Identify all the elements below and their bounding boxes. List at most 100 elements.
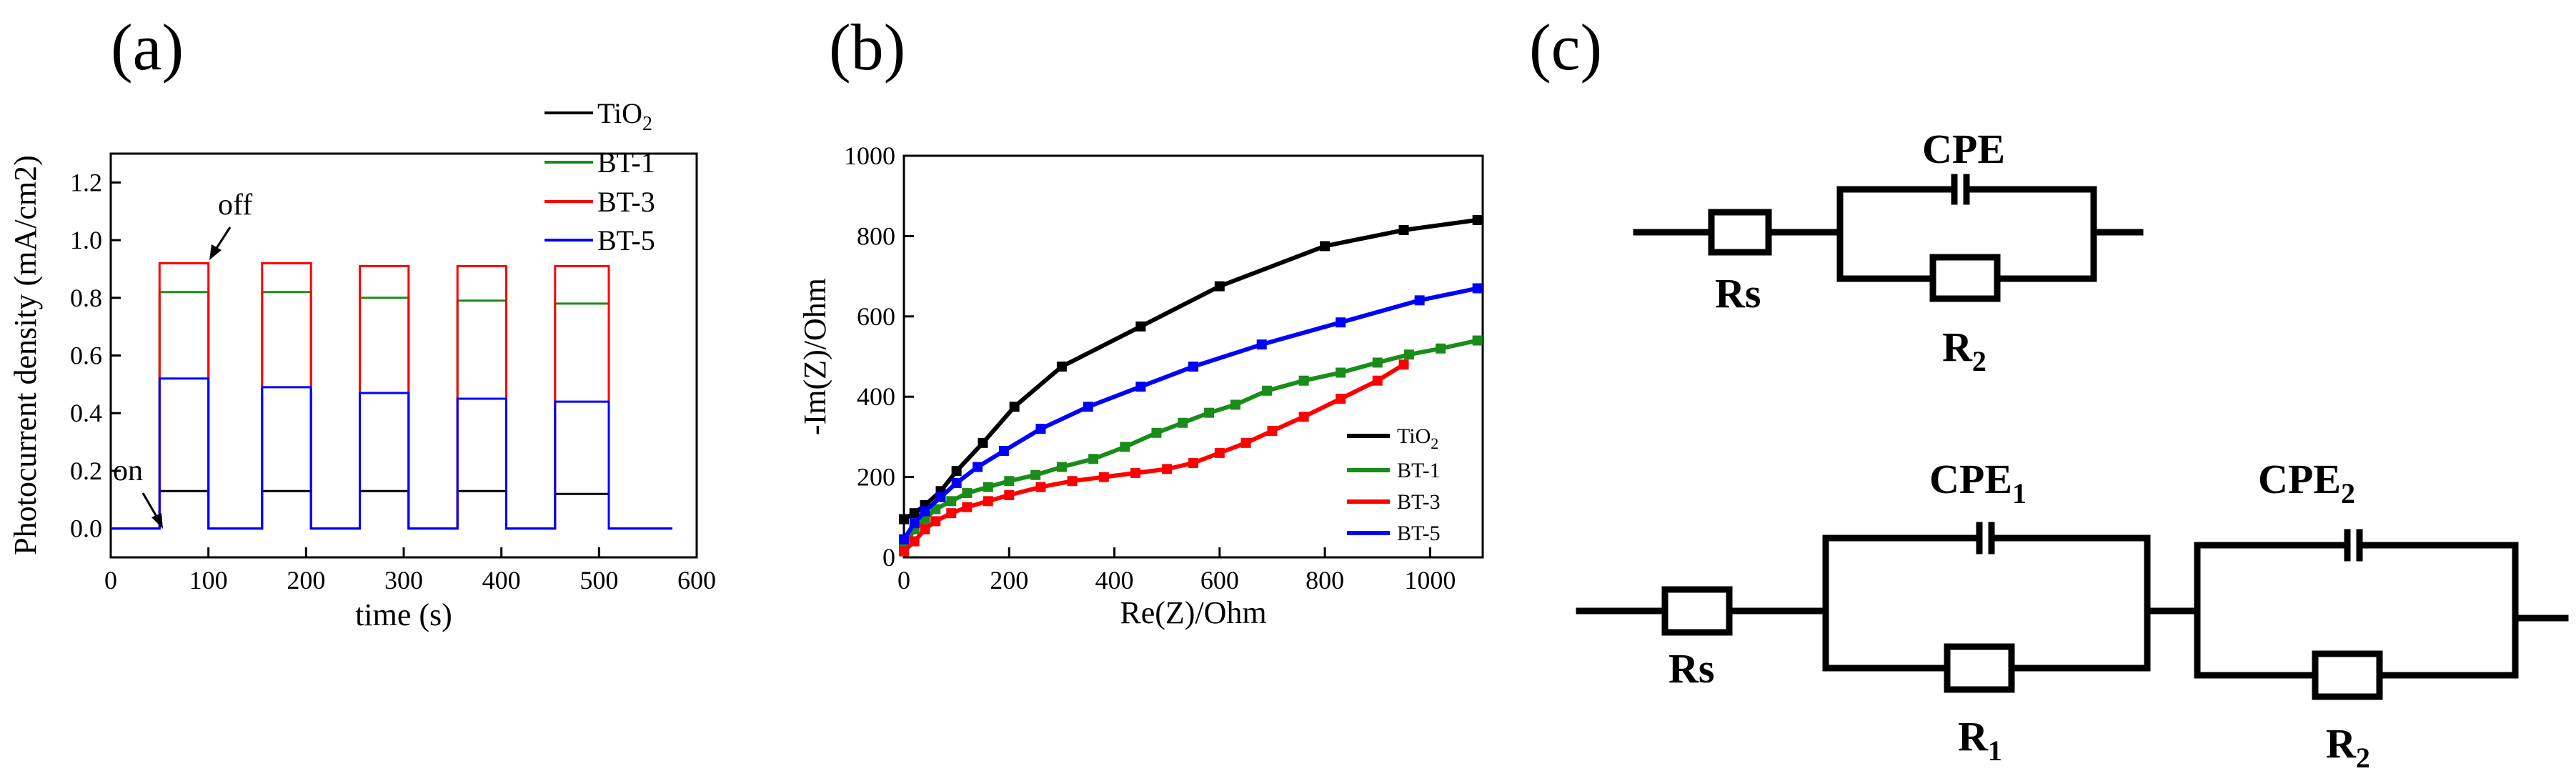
data-point-bt-3 <box>1398 359 1409 370</box>
annotation-on: on <box>113 454 143 487</box>
data-point-tio2 <box>951 466 962 477</box>
legend-label-tio2: TiO2 <box>597 97 652 135</box>
axis-ticks-a: 0 100 200 300 400 500 600 0.0 0.2 0.4 0.6 0.8 1.0 1.2 <box>70 168 716 595</box>
legend-item-bt5: BT-5 <box>544 224 655 257</box>
data-point-bt-3 <box>983 496 993 507</box>
x-tick-label-b: 0 <box>897 566 910 595</box>
annotation-off: off <box>218 189 252 222</box>
y-tick-label-a: 0.6 <box>70 342 102 370</box>
x-tick-label-b: 1000 <box>1404 566 1456 595</box>
plot-frame-b <box>902 154 1484 559</box>
y-axis-title-b: -Im(Z)/Ohm <box>797 278 832 435</box>
data-point-tio2 <box>1056 362 1067 372</box>
data-point-bt-3 <box>1004 489 1015 500</box>
data-point-bt-5 <box>1336 317 1346 328</box>
panel-label-b: (b) <box>829 11 905 84</box>
data-point-bt-1 <box>1204 407 1215 418</box>
data-point-bt-1 <box>1298 375 1309 386</box>
data-point-bt-1 <box>1030 469 1041 480</box>
legend-item-b-bt5: BT-5 <box>1347 522 1441 545</box>
series-line-bt-5 <box>111 377 672 530</box>
annotation-on-arrowhead <box>151 513 163 529</box>
legend-label-b-bt1: BT-1 <box>1397 459 1441 482</box>
data-point-bt-1 <box>1088 454 1099 464</box>
y-tick-label-a: 0.2 <box>70 457 102 485</box>
data-point-tio2 <box>899 514 909 524</box>
label-r1: R1 <box>1958 713 2002 767</box>
data-point-bt-5 <box>951 478 962 489</box>
y-tick-label-b: 400 <box>857 382 895 411</box>
data-point-bt-1 <box>1436 343 1446 354</box>
x-tick-label-a: 200 <box>287 566 325 595</box>
series-line-bt-3 <box>902 362 1406 553</box>
data-point-bt-5 <box>973 462 983 472</box>
legend-label-b-bt5: BT-5 <box>1397 522 1441 545</box>
data-point-tio2 <box>1472 214 1483 225</box>
data-point-bt-3 <box>1188 457 1198 468</box>
x-tick-label-b: 600 <box>1200 566 1239 595</box>
data-point-bt-5 <box>1083 402 1093 412</box>
data-point-bt-1 <box>1178 417 1188 428</box>
data-point-bt-1 <box>1120 442 1130 452</box>
data-point-bt-3 <box>1130 467 1140 478</box>
data-point-bt-3 <box>1267 425 1278 436</box>
series-line-tio2 <box>111 489 672 530</box>
data-point-bt-3 <box>899 546 909 557</box>
legend-item-b-bt1: BT-1 <box>1347 459 1441 482</box>
panel-a: (a) 0 100 200 300 400 500 600 0.0 0.2 0.4 0.6 0.8 1.… <box>8 11 716 632</box>
x-tick-label-a: 300 <box>384 566 423 595</box>
resistor-r2-bottom <box>2312 650 2383 700</box>
resistor-rs-top <box>1708 209 1772 256</box>
data-point-bt-5 <box>935 492 946 502</box>
y-axis-title-a: Photocurrent density (mA/cm2) <box>8 155 43 555</box>
data-point-bt-5 <box>1472 283 1483 294</box>
label-r2-top: R2 <box>1942 324 1986 377</box>
label-r2-bottom: R2 <box>2326 720 2370 774</box>
legend-item-bt1: BT-1 <box>544 146 655 179</box>
x-tick-label-b: 400 <box>1095 566 1134 595</box>
data-point-bt-3 <box>909 536 920 547</box>
axis-ticks-b: 0 200 400 600 800 1000 0 200 400 600 800 1000 <box>844 141 1456 595</box>
data-point-bt-1 <box>1403 349 1414 360</box>
x-tick-label-b: 800 <box>1306 566 1344 595</box>
annotation-off-arrowhead <box>209 244 222 260</box>
y-tick-label-b: 1000 <box>844 141 895 170</box>
data-point-bt-1 <box>983 482 993 492</box>
data-point-tio2 <box>909 508 920 519</box>
data-point-bt-1 <box>1372 357 1383 368</box>
data-point-tio2 <box>1398 224 1409 235</box>
x-tick-label-a: 600 <box>677 566 716 595</box>
data-point-tio2 <box>1214 281 1225 292</box>
data-point-bt-3 <box>1098 472 1109 482</box>
data-point-bt-5 <box>998 446 1009 457</box>
label-cpe1: CPE1 <box>1929 456 2027 509</box>
resistor-r2-top <box>1929 254 2001 302</box>
legend-b: TiO2 BT-1 BT-3 BT-5 <box>1347 424 1441 545</box>
data-point-bt-3 <box>1067 476 1078 487</box>
data-point-bt-1 <box>1336 367 1346 378</box>
x-tick-label-b: 200 <box>990 566 1028 595</box>
data-point-bt-1 <box>1262 385 1273 396</box>
data-point-bt-3 <box>1336 394 1346 404</box>
data-point-bt-3 <box>1162 464 1173 474</box>
circuit-bottom <box>1576 522 2569 700</box>
y-tick-label-a: 0.0 <box>70 514 102 543</box>
legend-label-bt5: BT-5 <box>597 224 655 257</box>
data-point-bt-1 <box>1151 427 1162 438</box>
label-cpe-top: CPE <box>1922 126 2005 172</box>
data-point-bt-1 <box>962 488 973 499</box>
x-axis-title-b: Re(Z)/Ohm <box>1120 595 1266 630</box>
data-point-bt-3 <box>930 516 941 527</box>
y-tick-label-b: 800 <box>857 222 895 250</box>
y-tick-label-b: 600 <box>857 302 895 331</box>
y-tick-label-b: 200 <box>857 463 895 492</box>
data-point-bt-3 <box>1298 412 1309 422</box>
data-point-bt-1 <box>946 496 957 507</box>
x-tick-label-a: 500 <box>580 566 618 595</box>
data-point-bt-5 <box>1135 382 1146 392</box>
data-point-tio2 <box>1009 402 1020 412</box>
legend-item-tio2: TiO2 <box>544 97 652 135</box>
y-tick-label-a: 1.0 <box>70 226 102 254</box>
data-point-tio2 <box>978 437 988 448</box>
